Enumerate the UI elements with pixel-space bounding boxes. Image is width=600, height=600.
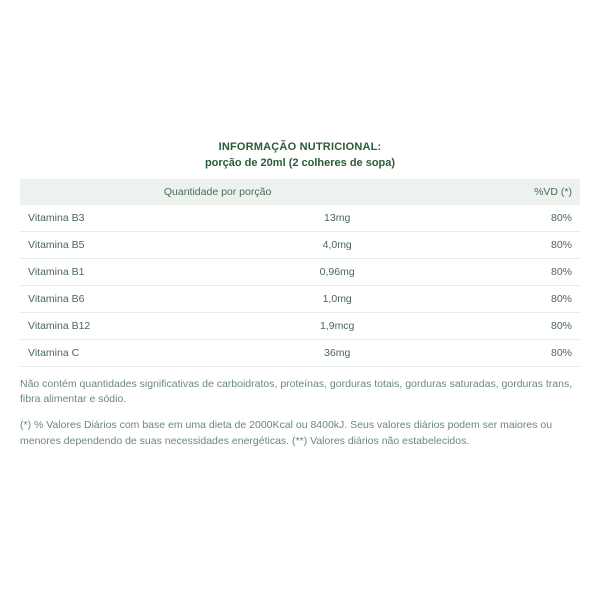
cell-name: Vitamina B3 (20, 205, 259, 232)
cell-vd: 80% (415, 258, 580, 285)
table-header-row: Quantidade por porção %VD (*) (20, 179, 580, 205)
cell-name: Vitamina B12 (20, 312, 259, 339)
col-header-vd: %VD (*) (415, 179, 580, 205)
cell-vd: 80% (415, 285, 580, 312)
table-row: Vitamina B3 13mg 80% (20, 205, 580, 232)
cell-vd: 80% (415, 205, 580, 232)
cell-vd: 80% (415, 339, 580, 366)
cell-vd: 80% (415, 312, 580, 339)
nutrition-subtitle: porção de 20ml (2 colheres de sopa) (20, 157, 580, 169)
table-row: Vitamina B6 1,0mg 80% (20, 285, 580, 312)
table-row: Vitamina C 36mg 80% (20, 339, 580, 366)
cell-name: Vitamina B6 (20, 285, 259, 312)
col-header-qty: Quantidade por porção (20, 179, 415, 205)
nutrition-table: Quantidade por porção %VD (*) Vitamina B… (20, 179, 580, 367)
cell-vd: 80% (415, 231, 580, 258)
cell-name: Vitamina B1 (20, 258, 259, 285)
cell-name: Vitamina B5 (20, 231, 259, 258)
table-row: Vitamina B12 1,9mcg 80% (20, 312, 580, 339)
cell-name: Vitamina C (20, 339, 259, 366)
cell-qty: 1,9mcg (259, 312, 415, 339)
footnotes: Não contém quantidades significativas de… (20, 377, 580, 460)
nutrition-header: INFORMAÇÃO NUTRICIONAL: porção de 20ml (… (20, 141, 580, 169)
nutrition-tbody: Vitamina B3 13mg 80% Vitamina B5 4,0mg 8… (20, 205, 580, 367)
footnote-composition: Não contém quantidades significativas de… (20, 377, 580, 409)
table-row: Vitamina B1 0,96mg 80% (20, 258, 580, 285)
cell-qty: 36mg (259, 339, 415, 366)
cell-qty: 1,0mg (259, 285, 415, 312)
cell-qty: 13mg (259, 205, 415, 232)
cell-qty: 0,96mg (259, 258, 415, 285)
footnote-daily-values: (*) % Valores Diários com base em uma di… (20, 418, 580, 450)
nutrition-title: INFORMAÇÃO NUTRICIONAL: (20, 141, 580, 153)
cell-qty: 4,0mg (259, 231, 415, 258)
table-row: Vitamina B5 4,0mg 80% (20, 231, 580, 258)
